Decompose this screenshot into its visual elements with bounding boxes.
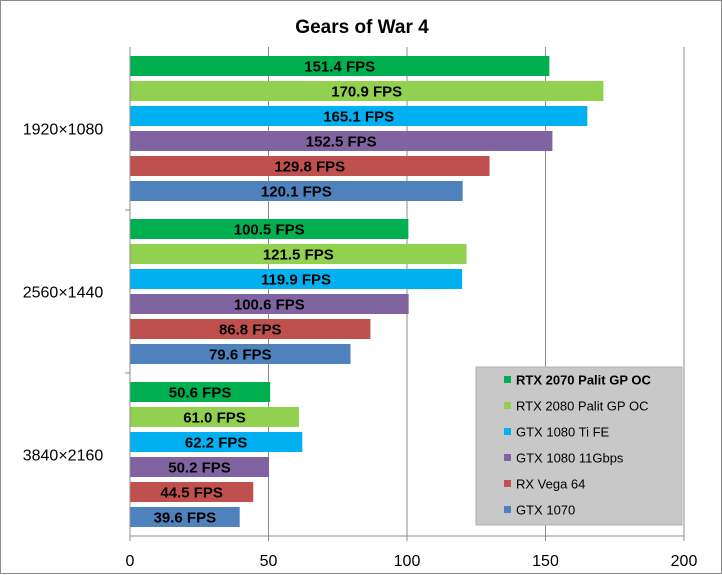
bar [130, 344, 351, 364]
bars: 151.4 FPS 170.9 FPS 165.1 FPS 152.5 FPS 129.… [130, 56, 604, 527]
chart-title: Gears of War 4 [295, 17, 429, 38]
x-tick-label: 0 [126, 553, 135, 570]
legend-label: RTX 2070 Palit GP OC [516, 373, 651, 388]
bar [130, 507, 240, 527]
bar [130, 219, 409, 239]
bar-value-label: 165.1 FPS [323, 109, 394, 126]
bar [130, 319, 371, 339]
legend: RTX 2070 Palit GP OC RTX 2080 Palit GP OC… [475, 366, 683, 526]
bar-value-label: 61.0 FPS [183, 410, 246, 427]
bar-value-label: 39.6 FPS [154, 510, 217, 527]
bar-value-label: 120.1 FPS [261, 184, 332, 201]
x-tick-label: 150 [532, 553, 559, 570]
bar [130, 56, 550, 76]
bar-value-label: 86.8 FPS [219, 322, 282, 339]
bar-value-label: 44.5 FPS [160, 485, 223, 502]
bar-value-label: 170.9 FPS [331, 84, 402, 101]
bar [130, 181, 463, 201]
legend-label: RX Vega 64 [516, 477, 585, 492]
legend-swatch [504, 376, 511, 383]
x-tick-labels: 0 50 100 150 200 [126, 553, 698, 570]
bar [130, 106, 588, 126]
bar [130, 244, 467, 264]
bar [130, 432, 303, 452]
legend-swatch [504, 506, 511, 513]
bar [130, 482, 254, 502]
bar-value-label: 151.4 FPS [304, 59, 375, 76]
legend-swatch [504, 480, 511, 487]
x-tick-label: 100 [394, 553, 421, 570]
bar [130, 294, 409, 314]
bar-value-label: 121.5 FPS [263, 247, 334, 264]
bar [130, 156, 490, 176]
bar-value-label: 50.6 FPS [169, 385, 232, 402]
bar [130, 457, 270, 477]
bar-value-label: 100.6 FPS [234, 297, 305, 314]
legend-box [475, 366, 683, 526]
category-labels: 1920×1080 2560×1440 3840×2160 [23, 122, 104, 465]
x-tick-label: 50 [260, 553, 278, 570]
bar [130, 131, 553, 151]
legend-label: RTX 2080 Palit GP OC [516, 399, 648, 414]
bar-value-label: 119.9 FPS [261, 272, 331, 289]
legend-label: GTX 1080 Ti FE [516, 425, 610, 440]
grid-lines [268, 47, 685, 536]
bar-value-label: 152.5 FPS [306, 134, 377, 151]
bar-value-label: 62.2 FPS [185, 435, 248, 452]
legend-swatch [504, 428, 511, 435]
category-label: 2560×1440 [23, 285, 104, 302]
bar-value-label: 50.2 FPS [168, 460, 231, 477]
bar [130, 81, 604, 101]
bar [130, 269, 463, 289]
legend-swatch [504, 402, 511, 409]
bar-value-label: 79.6 FPS [209, 347, 272, 364]
legend-label: GTX 1070 [516, 503, 575, 518]
x-tick-label: 200 [671, 553, 698, 570]
category-label: 1920×1080 [23, 122, 104, 139]
legend-label: GTX 1080 11Gbps [516, 451, 624, 466]
bar [130, 382, 271, 402]
bar [130, 407, 299, 427]
category-label: 3840×2160 [23, 448, 104, 465]
axes [125, 47, 685, 541]
bar-value-label: 100.5 FPS [234, 222, 305, 239]
legend-swatch [504, 454, 511, 461]
bar-value-label: 129.8 FPS [274, 159, 345, 176]
